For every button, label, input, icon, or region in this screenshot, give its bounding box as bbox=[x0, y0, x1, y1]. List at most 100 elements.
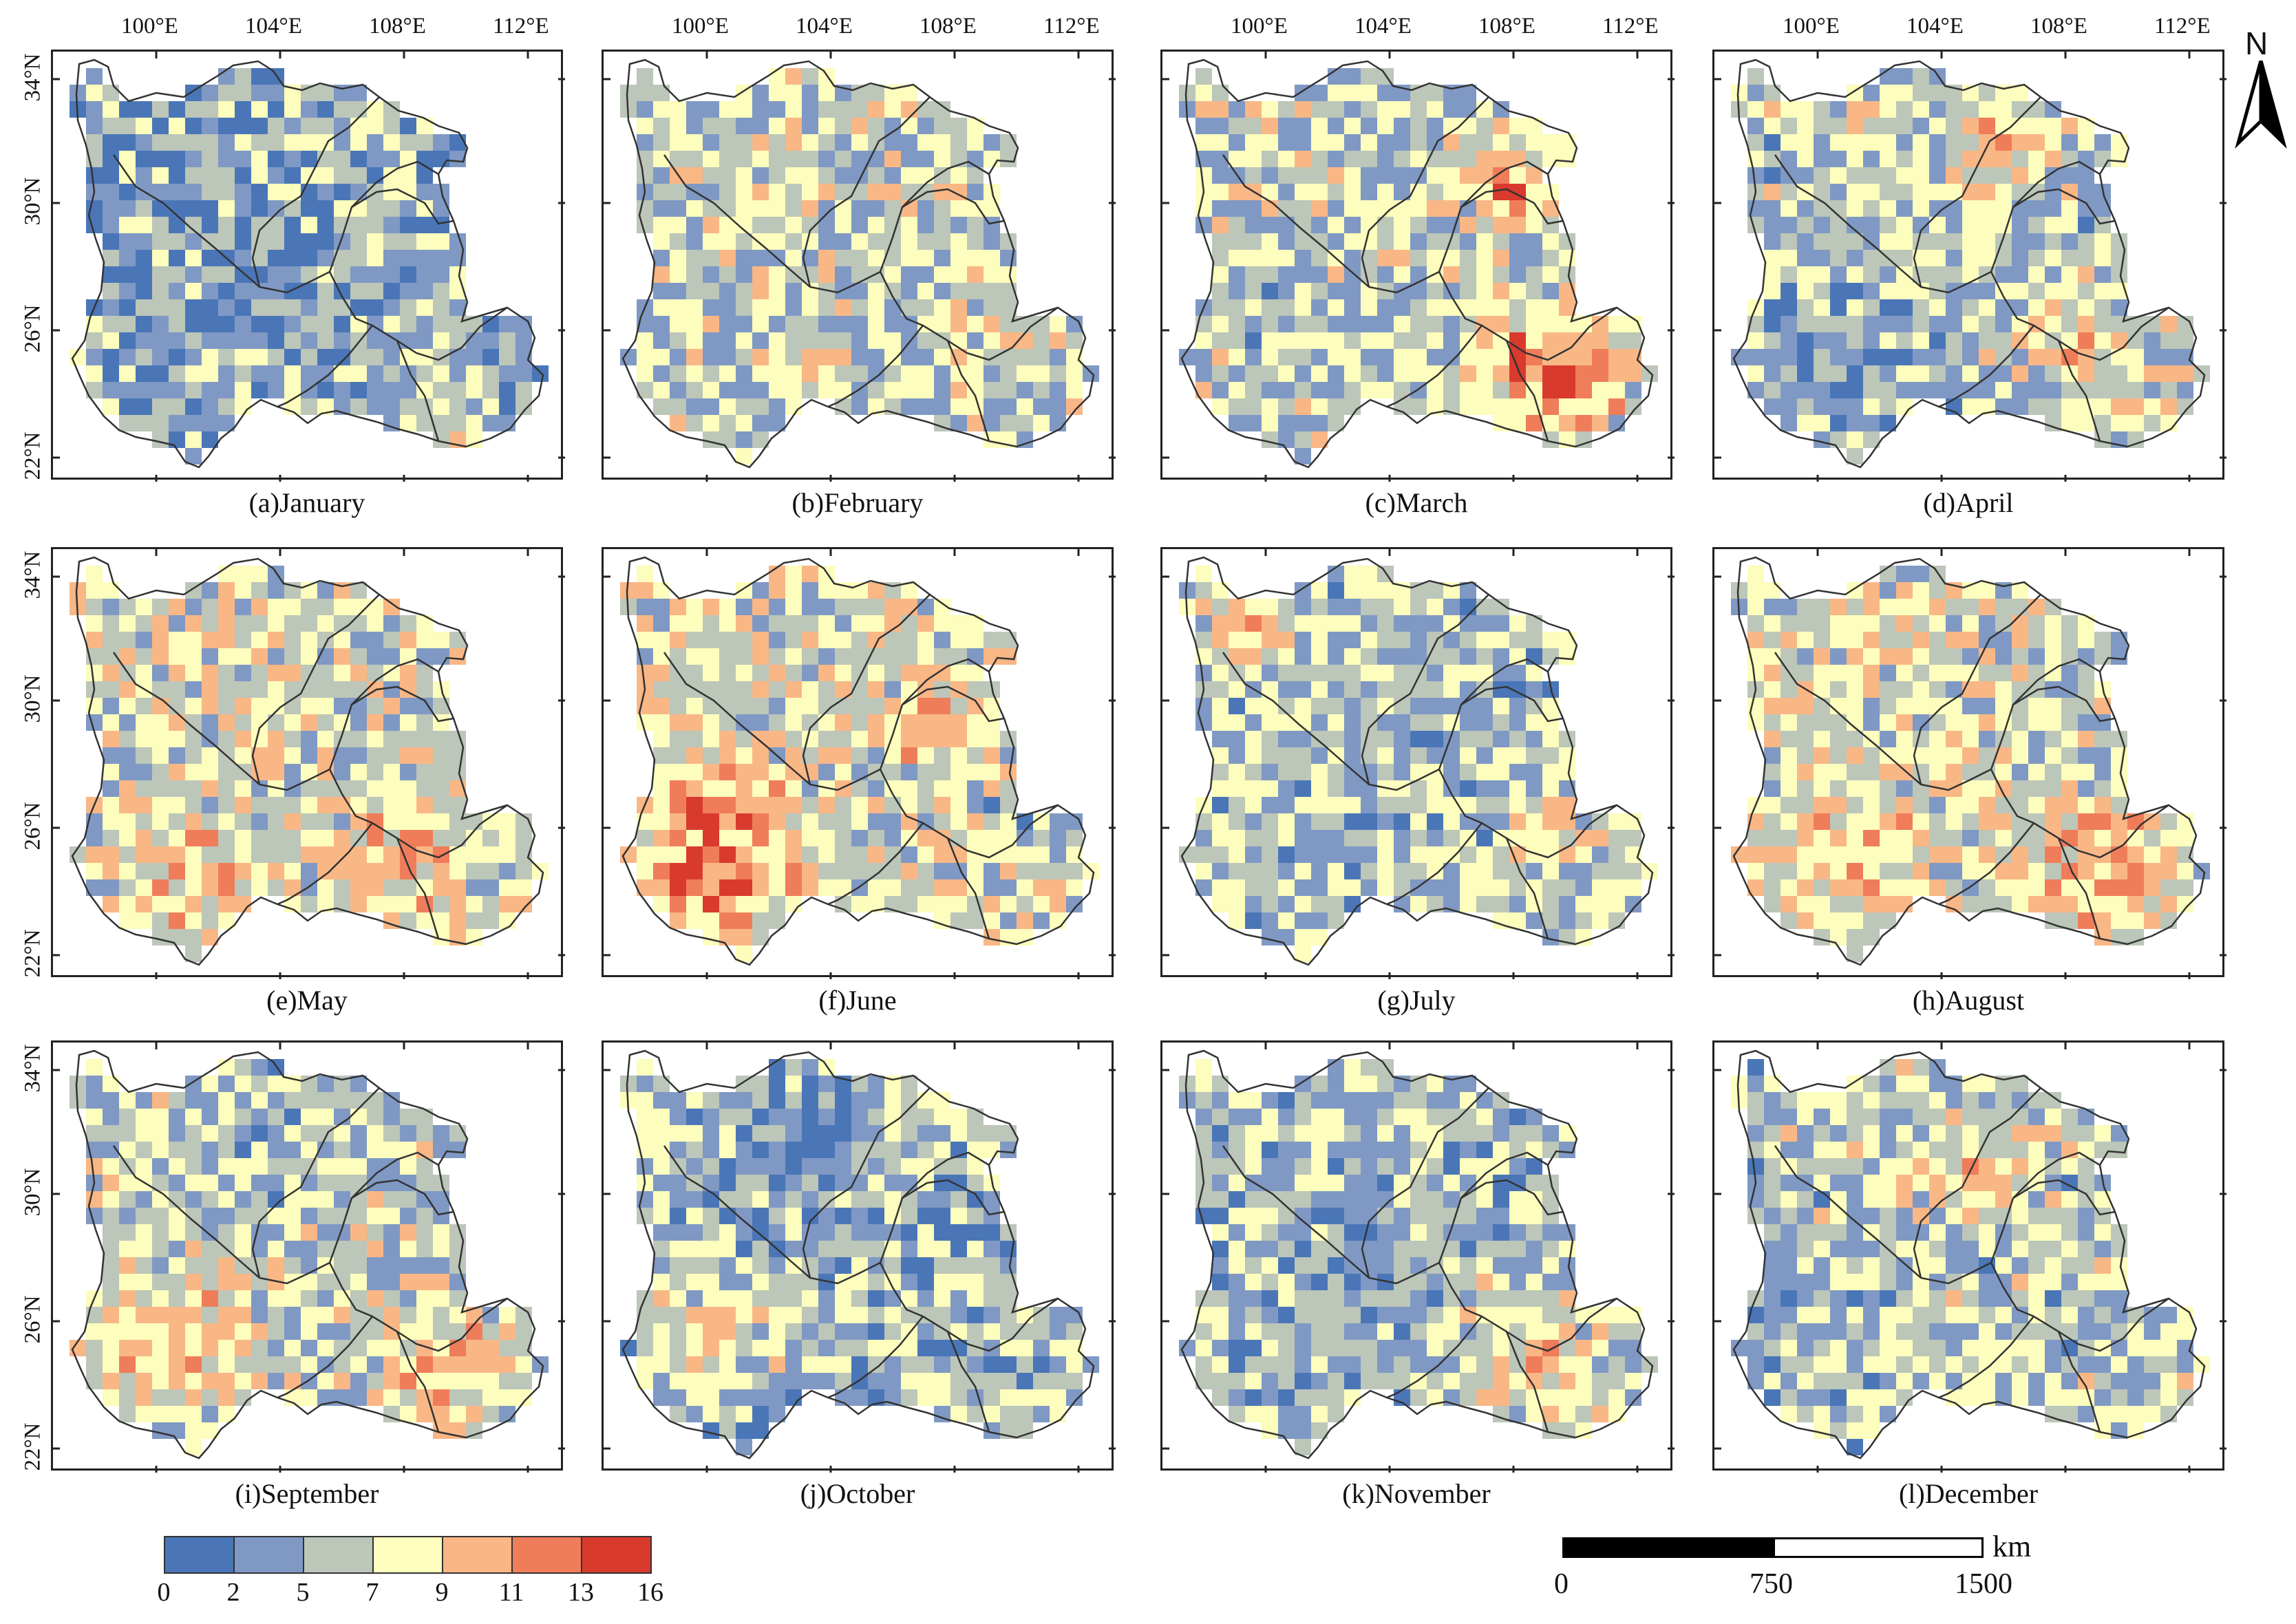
grid-cell bbox=[2078, 714, 2094, 731]
grid-cell bbox=[1427, 747, 1443, 764]
grid-cell bbox=[251, 316, 268, 332]
grid-cell bbox=[818, 382, 835, 398]
grid-cell bbox=[1509, 896, 1526, 912]
grid-cell bbox=[686, 1142, 703, 1158]
grid-cell bbox=[268, 632, 284, 648]
grid-cell bbox=[1781, 879, 1797, 896]
grid-cell bbox=[350, 780, 367, 797]
grid-cell bbox=[1896, 250, 1913, 266]
grid-cell bbox=[1427, 118, 1443, 134]
grid-cell bbox=[884, 797, 901, 813]
grid-cell bbox=[2045, 217, 2061, 233]
grid-cell bbox=[185, 266, 202, 283]
grid-cell bbox=[670, 599, 686, 615]
grid-cell bbox=[1262, 863, 1278, 879]
grid-cell bbox=[400, 1109, 416, 1125]
grid-cell bbox=[185, 615, 202, 632]
grid-cell bbox=[769, 1274, 785, 1290]
grid-cell bbox=[1847, 184, 1863, 200]
grid-cell bbox=[2094, 648, 2111, 665]
grid-cell bbox=[1476, 665, 1493, 681]
grid-cell bbox=[917, 764, 934, 780]
grid-cell bbox=[802, 813, 818, 830]
grid-cell bbox=[1050, 863, 1066, 879]
grid-cell bbox=[433, 1274, 449, 1290]
grid-cell bbox=[719, 200, 736, 217]
grid-cell bbox=[868, 1241, 884, 1257]
map-panel bbox=[51, 547, 565, 979]
grid-cell bbox=[868, 365, 884, 382]
grid-cell bbox=[1526, 118, 1542, 134]
grid-cell bbox=[317, 1076, 334, 1092]
grid-cell bbox=[934, 1208, 950, 1224]
grid-cell bbox=[1245, 648, 1262, 665]
grid-cell bbox=[268, 1241, 284, 1257]
grid-cell bbox=[1311, 764, 1328, 780]
grid-cell bbox=[334, 167, 350, 184]
grid-cell bbox=[1542, 382, 1559, 398]
grid-cell bbox=[383, 1224, 400, 1241]
grid-cell bbox=[317, 200, 334, 217]
grid-cell bbox=[1262, 118, 1278, 134]
grid-cell bbox=[835, 780, 851, 797]
grid-cell bbox=[1847, 615, 1863, 632]
grid-cell bbox=[383, 780, 400, 797]
grid-cell bbox=[202, 365, 218, 382]
grid-cell bbox=[1394, 250, 1410, 266]
grid-cell bbox=[400, 398, 416, 415]
grid-cell bbox=[284, 1158, 301, 1175]
grid-cell bbox=[1814, 830, 1830, 846]
grid-cell bbox=[119, 299, 136, 316]
grid-cell bbox=[1245, 250, 1262, 266]
grid-cell bbox=[1361, 665, 1377, 681]
grid-cell bbox=[1592, 879, 1608, 896]
grid-cell bbox=[769, 896, 785, 912]
grid-cell bbox=[2012, 681, 2028, 698]
grid-cell bbox=[218, 1142, 235, 1158]
grid-cell bbox=[1880, 233, 1896, 250]
grid-cell bbox=[1394, 747, 1410, 764]
grid-cell bbox=[317, 85, 334, 101]
grid-cell bbox=[284, 863, 301, 879]
grid-cell bbox=[2160, 349, 2177, 365]
grid-cell bbox=[1880, 681, 1896, 698]
province-border bbox=[277, 325, 373, 408]
grid-cell bbox=[653, 863, 670, 879]
grid-cell bbox=[984, 1125, 1000, 1142]
grid-cell bbox=[1262, 431, 1278, 448]
grid-cell bbox=[884, 665, 901, 681]
grid-cell bbox=[1880, 896, 1896, 912]
grid-cell bbox=[152, 217, 169, 233]
grid-cell bbox=[1608, 879, 1625, 896]
grid-cell bbox=[868, 846, 884, 863]
grid-cell bbox=[1913, 863, 1929, 879]
grid-cell bbox=[1929, 731, 1946, 747]
grid-cell bbox=[1377, 233, 1394, 250]
grid-cell bbox=[934, 615, 950, 632]
grid-cell bbox=[670, 118, 686, 134]
grid-cell bbox=[383, 200, 400, 217]
grid-cell bbox=[1764, 283, 1781, 299]
grid-cell bbox=[653, 830, 670, 846]
grid-cell bbox=[2045, 813, 2061, 830]
grid-cell bbox=[1476, 599, 1493, 615]
grid-cell bbox=[268, 1125, 284, 1142]
grid-cell bbox=[301, 266, 317, 283]
grid-cell bbox=[1913, 846, 1929, 863]
grid-cell bbox=[769, 1142, 785, 1158]
grid-cell bbox=[752, 698, 769, 714]
grid-cell bbox=[268, 365, 284, 382]
grid-cell bbox=[719, 167, 736, 184]
grid-cell bbox=[103, 1208, 119, 1224]
grid-cell bbox=[169, 1274, 185, 1290]
grid-cell bbox=[769, 632, 785, 648]
grid-cell bbox=[2012, 780, 2028, 797]
grid-cell bbox=[1608, 813, 1625, 830]
grid-cell bbox=[868, 1092, 884, 1109]
grid-cell bbox=[185, 1175, 202, 1191]
grid-cell bbox=[2144, 863, 2160, 879]
grid-cell bbox=[653, 698, 670, 714]
grid-cell bbox=[967, 1290, 984, 1307]
grid-cell bbox=[785, 283, 802, 299]
grid-cell bbox=[901, 1274, 917, 1290]
